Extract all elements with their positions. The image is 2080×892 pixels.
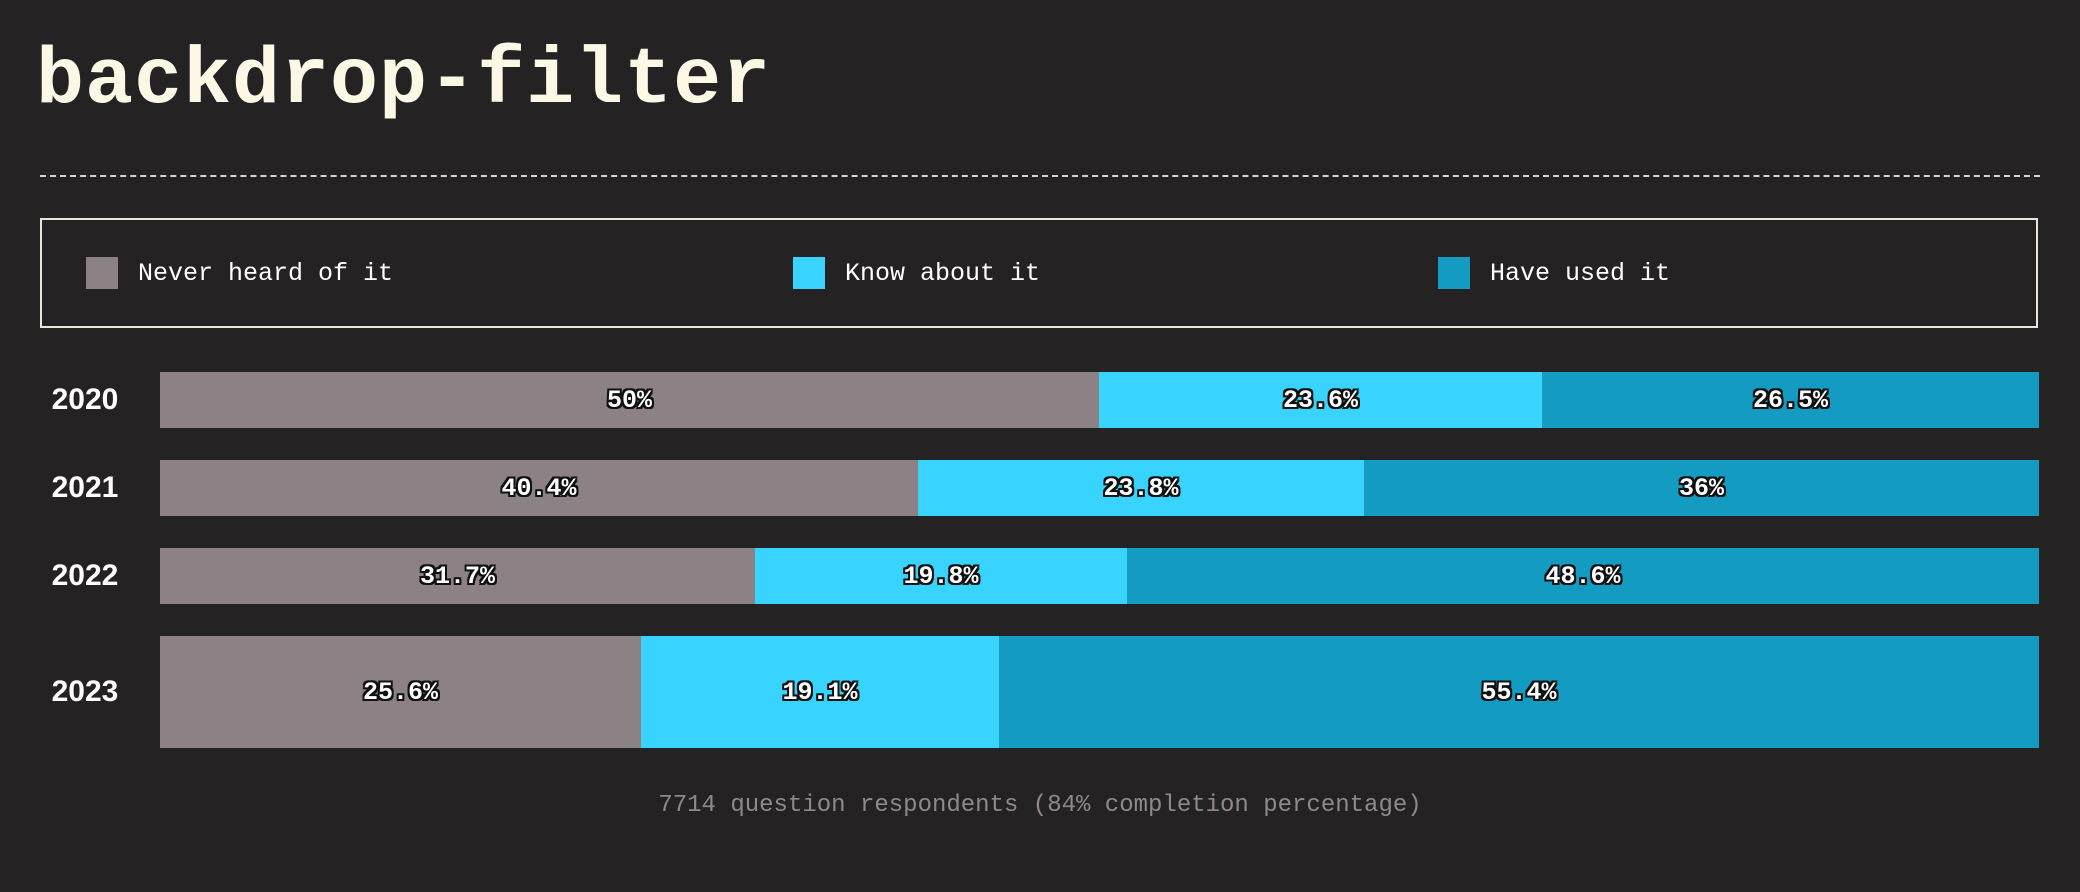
bar-row-2020: 50% 23.6% 26.5%	[160, 372, 2039, 428]
data-label-2020-know-about-it: 23.6%	[1282, 385, 1358, 415]
bar-segment-2023-know-about-it[interactable]: 19.1%	[641, 636, 999, 748]
divider	[40, 175, 2040, 177]
bar-segment-2020-never-heard-of-it[interactable]: 50%	[160, 372, 1099, 428]
data-label-2022-never-heard-of-it: 31.7%	[419, 561, 495, 591]
legend-label-have-used: Have used it	[1490, 258, 1671, 288]
bar-segment-2021-know-about-it[interactable]: 23.8%	[918, 460, 1364, 516]
data-label-2021-never-heard-of-it: 40.4%	[501, 473, 577, 503]
bar-segment-2022-know-about-it[interactable]: 19.8%	[755, 548, 1127, 604]
legend-item-have-used[interactable]: Have used it	[1438, 220, 1670, 326]
legend-item-know-about[interactable]: Know about it	[793, 220, 1040, 326]
data-label-2023-know-about-it: 19.1%	[782, 677, 858, 707]
bar-segment-2020-have-used-it[interactable]: 26.5%	[1542, 372, 2039, 428]
legend-swatch-know-about	[793, 257, 825, 289]
bar-segment-2020-know-about-it[interactable]: 23.6%	[1099, 372, 1542, 428]
data-label-2023-have-used-it: 55.4%	[1481, 677, 1557, 707]
data-label-2021-know-about-it: 23.8%	[1103, 473, 1179, 503]
year-label-2023: 2023	[51, 675, 119, 708]
legend-swatch-never-heard	[86, 257, 118, 289]
legend-swatch-have-used	[1438, 257, 1470, 289]
data-label-2020-have-used-it: 26.5%	[1752, 385, 1828, 415]
bar-row-2022: 31.7% 19.8% 48.6%	[160, 548, 2039, 604]
bar-row-2023: 25.6% 19.1% 55.4%	[160, 636, 2039, 748]
chart-title: backdrop-filter	[36, 36, 772, 127]
data-label-2021-have-used-it: 36%	[1678, 473, 1724, 503]
bar-segment-2022-have-used-it[interactable]: 48.6%	[1127, 548, 2039, 604]
legend-item-never-heard[interactable]: Never heard of it	[86, 220, 393, 326]
bar-row-2021: 40.4% 23.8% 36%	[160, 460, 2039, 516]
bar-segment-2021-have-used-it[interactable]: 36%	[1364, 460, 2039, 516]
data-label-2020-never-heard-of-it: 50%	[606, 385, 652, 415]
legend: Never heard of it Know about it Have use…	[40, 218, 2038, 328]
year-label-2020: 2020	[51, 383, 119, 416]
bar-segment-2022-never-heard-of-it[interactable]: 31.7%	[160, 548, 755, 604]
respondents-note: 7714 question respondents (84% completio…	[658, 792, 1422, 819]
data-label-2023-never-heard-of-it: 25.6%	[362, 677, 438, 707]
bar-segment-2023-have-used-it[interactable]: 55.4%	[999, 636, 2039, 748]
data-label-2022-have-used-it: 48.6%	[1545, 561, 1621, 591]
legend-label-know-about: Know about it	[845, 258, 1041, 288]
year-label-2022: 2022	[51, 559, 119, 592]
bar-segment-2023-never-heard-of-it[interactable]: 25.6%	[160, 636, 641, 748]
bar-segment-2021-never-heard-of-it[interactable]: 40.4%	[160, 460, 918, 516]
year-label-2021: 2021	[51, 471, 119, 504]
legend-label-never-heard: Never heard of it	[138, 258, 394, 288]
data-label-2022-know-about-it: 19.8%	[903, 561, 979, 591]
